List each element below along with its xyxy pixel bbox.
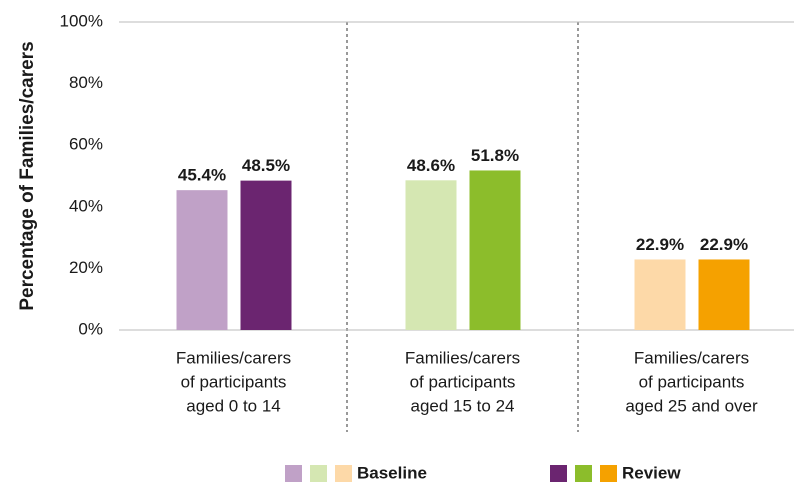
bar (634, 259, 686, 330)
x-tick-label: aged 15 to 24 (411, 396, 515, 415)
y-tick-label: 80% (69, 73, 103, 92)
x-tick-label: of participants (181, 372, 287, 391)
x-tick-label: aged 0 to 14 (186, 396, 281, 415)
y-tick-label: 60% (69, 135, 103, 154)
value-label: 45.4% (178, 166, 226, 185)
y-axis-title: Percentage of Families/carers (17, 41, 38, 310)
x-tick-label: aged 25 and over (625, 396, 758, 415)
legend-swatch (335, 465, 352, 482)
legend-swatch (550, 465, 567, 482)
bar (405, 180, 457, 330)
bar (469, 170, 521, 330)
legend-swatch (600, 465, 617, 482)
bar (176, 190, 228, 330)
value-label: 48.5% (242, 156, 290, 175)
value-label: 51.8% (471, 146, 519, 165)
x-tick-label: Families/carers (405, 348, 520, 367)
legend-label: Review (622, 463, 681, 482)
x-tick-label: of participants (410, 372, 516, 391)
legend-swatch (310, 465, 327, 482)
x-tick-label: of participants (639, 372, 745, 391)
legend-swatch (285, 465, 302, 482)
x-tick-label: Families/carers (634, 348, 749, 367)
y-tick-label: 20% (69, 258, 103, 277)
x-tick-label: Families/carers (176, 348, 291, 367)
y-tick-label: 100% (60, 11, 103, 30)
bar (240, 180, 292, 330)
value-label: 22.9% (636, 235, 684, 254)
value-label: 48.6% (407, 156, 455, 175)
y-tick-label: 0% (78, 319, 103, 338)
bar (698, 259, 750, 330)
legend-label: Baseline (357, 463, 427, 482)
y-tick-label: 40% (69, 196, 103, 215)
legend-swatch (575, 465, 592, 482)
value-label: 22.9% (700, 235, 748, 254)
